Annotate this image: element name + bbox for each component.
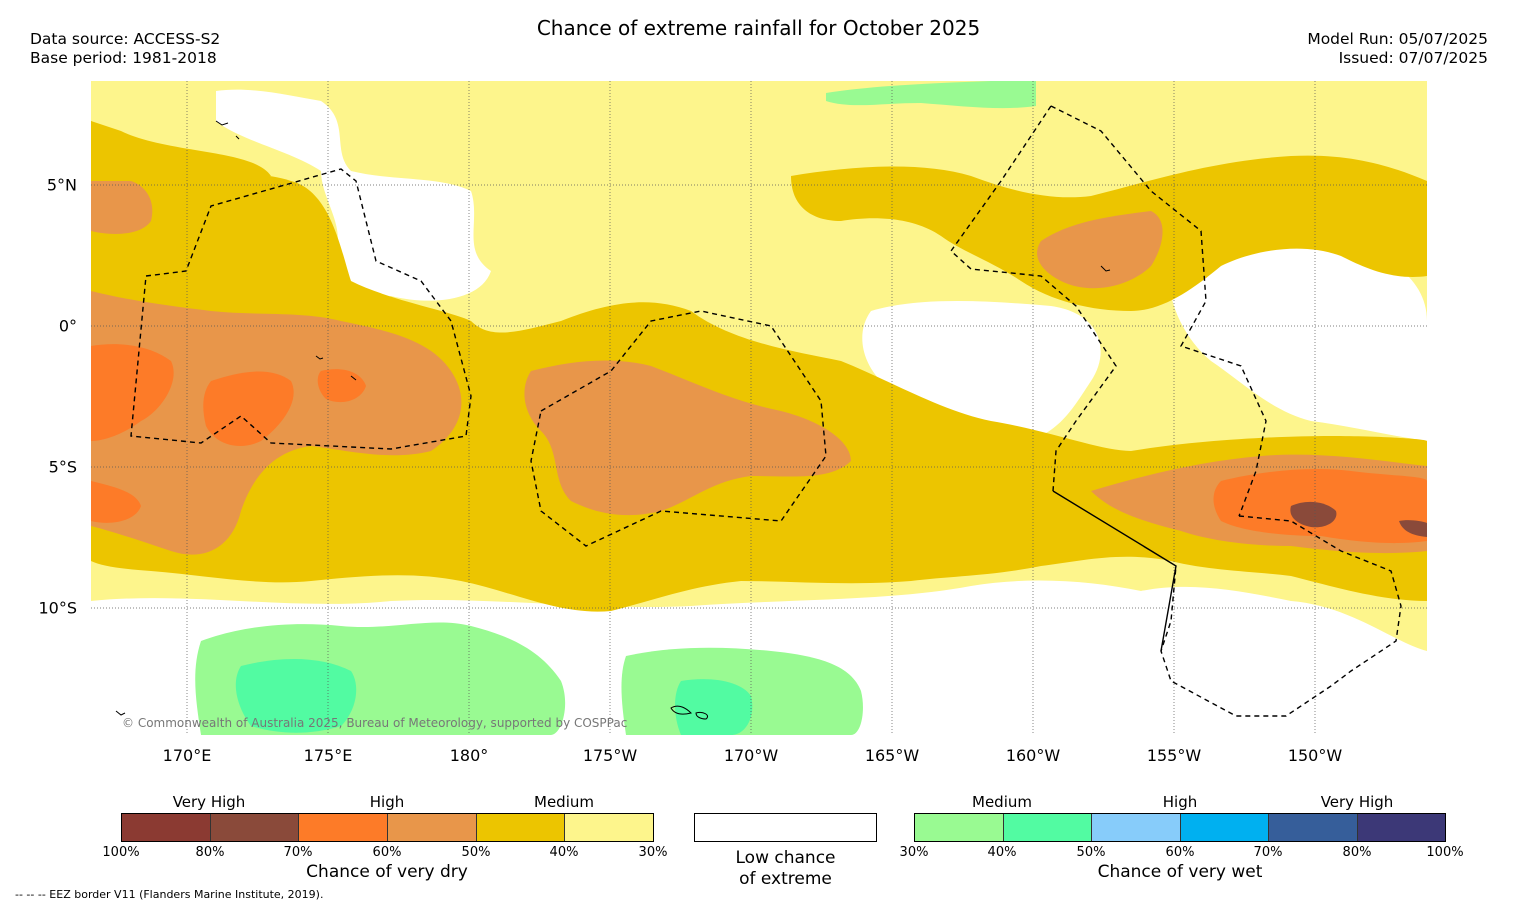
dry-swatch-1	[210, 814, 300, 841]
wet-40-region-south2	[675, 679, 753, 735]
issued-date: Issued: 07/07/2025	[1338, 49, 1488, 67]
data-source: Data source: ACCESS-S2	[30, 30, 221, 48]
dry-40-region-north-west	[91, 121, 271, 293]
wet-30-region-north	[826, 81, 1036, 109]
dry-40-region	[91, 121, 1427, 612]
low-chance-swatch	[694, 813, 877, 842]
dry-level-high: High	[369, 793, 405, 811]
wet-40-region-south	[235, 659, 357, 733]
eez-border-note: -- -- -- EEZ border V11 (Flanders Marine…	[15, 888, 324, 901]
dry-50-region-northwest	[91, 181, 153, 234]
island-atoll-2	[315, 355, 324, 360]
wet-colorbar	[914, 813, 1446, 842]
data-source-block: Data source: ACCESS-S2 Base period: 1981…	[30, 30, 220, 68]
wet-swatch-3	[1180, 814, 1269, 841]
dry-level-very-high: Very High	[172, 793, 246, 811]
lon-label-155w: 155°W	[1146, 746, 1202, 765]
island-atoll-4	[115, 710, 126, 716]
lon-label-150w: 150°W	[1287, 746, 1343, 765]
eez-border-south-east	[1160, 515, 1402, 717]
dry-tick: 50%	[461, 845, 491, 860]
dry-swatch-4	[476, 814, 566, 841]
dry-60-region-west3	[317, 369, 366, 403]
wet-tick: 70%	[1253, 845, 1283, 860]
lon-label-170w: 170°W	[723, 746, 779, 765]
low-chance-region-east	[1168, 237, 1427, 441]
wet-tick: 80%	[1342, 845, 1372, 860]
dry-tick: 100%	[102, 845, 140, 860]
lat-label-5s: 5°S	[48, 457, 77, 477]
dry-level-medium: Medium	[534, 793, 594, 811]
low-chance-caption-line1: Low chance	[735, 848, 836, 868]
wet-swatch-1	[1003, 814, 1092, 841]
lon-label-175e: 175°E	[303, 746, 353, 765]
wet-level-high: High	[1162, 793, 1198, 811]
dry-50-region-center	[524, 360, 851, 516]
map-title: Chance of extreme rainfall for October 2…	[536, 16, 981, 40]
lon-label-180: 180°	[449, 746, 489, 765]
wet-level-medium: Medium	[972, 793, 1032, 811]
dry-caption: Chance of very dry	[306, 862, 468, 882]
islands	[115, 120, 1111, 720]
dry-swatch-2	[299, 814, 389, 841]
lon-label-165w: 165°W	[864, 746, 920, 765]
dry-80-region-east	[1290, 501, 1337, 528]
dry-60-region-far-west	[91, 481, 141, 523]
dry-tick: 30%	[638, 845, 668, 860]
lon-label-170e: 170°E	[162, 746, 212, 765]
island-atoll-1	[1100, 265, 1111, 272]
low-chance-caption: Low chance of extreme	[694, 848, 877, 890]
dry-50-region-north	[1037, 211, 1163, 289]
wet-tick: 30%	[899, 845, 929, 860]
dry-tick: 70%	[283, 845, 313, 860]
dry-tick: 80%	[195, 845, 225, 860]
island-fiji-north	[215, 120, 240, 140]
dry-swatch-0	[122, 814, 211, 841]
lat-label-10s: 10°S	[38, 598, 77, 618]
wet-tick: 50%	[1076, 845, 1106, 860]
rainfall-map	[91, 81, 1427, 735]
eez-borders	[130, 105, 1402, 717]
dry-60-region-west	[91, 344, 174, 441]
solid-boundary	[1052, 490, 1177, 652]
low-chance-region-north	[216, 89, 491, 302]
wet-swatch-2	[1092, 814, 1181, 841]
island-atoll-3	[350, 375, 357, 381]
wet-swatch-0	[915, 814, 1004, 841]
wet-swatch-4	[1269, 814, 1358, 841]
lon-label-175w: 175°W	[582, 746, 638, 765]
base-period: Base period: 1981-2018	[30, 49, 217, 67]
dry-60-region-west2	[203, 371, 294, 446]
dry-tick: 60%	[372, 845, 402, 860]
low-chance-caption-line2: of extreme	[739, 869, 832, 889]
eez-border-center	[530, 310, 827, 547]
wet-tick: 100%	[1426, 845, 1464, 860]
eez-border-north-east	[1050, 105, 1267, 517]
lat-label-5n: 5°N	[46, 175, 77, 195]
run-info-block: Model Run: 05/07/2025 Issued: 07/07/2025	[1307, 30, 1488, 68]
eez-border-north-loop	[950, 105, 1117, 492]
wet-swatch-5	[1357, 814, 1445, 841]
graticule	[91, 81, 1427, 735]
copyright-notice: © Commonwealth of Australia 2025, Bureau…	[122, 716, 628, 730]
dry-colorbar	[121, 813, 654, 842]
lon-label-160w: 160°W	[1005, 746, 1061, 765]
dry-swatch-3	[388, 814, 477, 841]
dry-swatch-5	[565, 814, 654, 841]
dry-tick: 40%	[549, 845, 579, 860]
dry-80-region-edge	[1399, 520, 1427, 537]
wet-tick: 60%	[1165, 845, 1195, 860]
wet-caption: Chance of very wet	[1097, 862, 1263, 882]
lat-label-0: 0°	[58, 316, 77, 336]
island-samoa	[670, 705, 709, 720]
wet-level-very-high: Very High	[1320, 793, 1394, 811]
model-run: Model Run: 05/07/2025	[1307, 30, 1488, 48]
map-canvas	[91, 81, 1427, 735]
wet-tick: 40%	[987, 845, 1017, 860]
